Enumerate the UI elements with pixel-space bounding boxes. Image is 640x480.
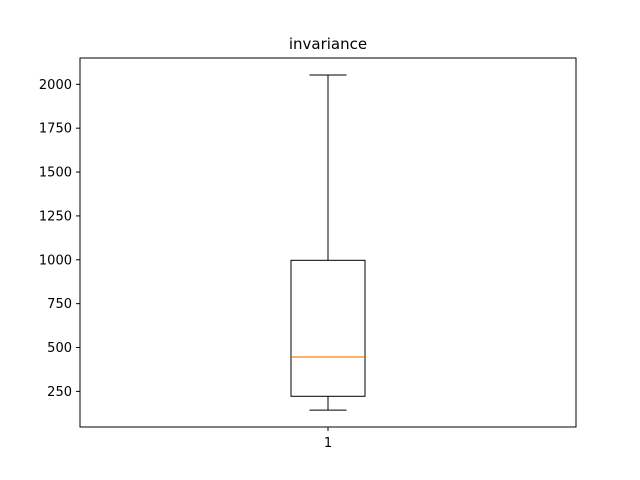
iqr-box (290, 259, 366, 397)
y-tick-label: 1500 (39, 166, 72, 181)
chart-title: invariance (289, 35, 367, 53)
y-axis: 250 500 750 1000 1250 1500 1750 2000 (39, 78, 80, 400)
x-axis: 1 (324, 427, 332, 451)
y-tick-label: 1750 (39, 122, 72, 137)
y-tick-label: 250 (47, 385, 72, 400)
boxplot-series (290, 74, 366, 411)
y-tick-label: 1000 (39, 253, 72, 268)
y-tick-label: 2000 (39, 78, 72, 93)
y-tick-label: 750 (47, 297, 72, 312)
x-tick-label: 1 (324, 436, 332, 451)
y-tick-label: 500 (47, 341, 72, 356)
y-tick-label: 1250 (39, 209, 72, 224)
plot-area-frame (79, 57, 577, 428)
